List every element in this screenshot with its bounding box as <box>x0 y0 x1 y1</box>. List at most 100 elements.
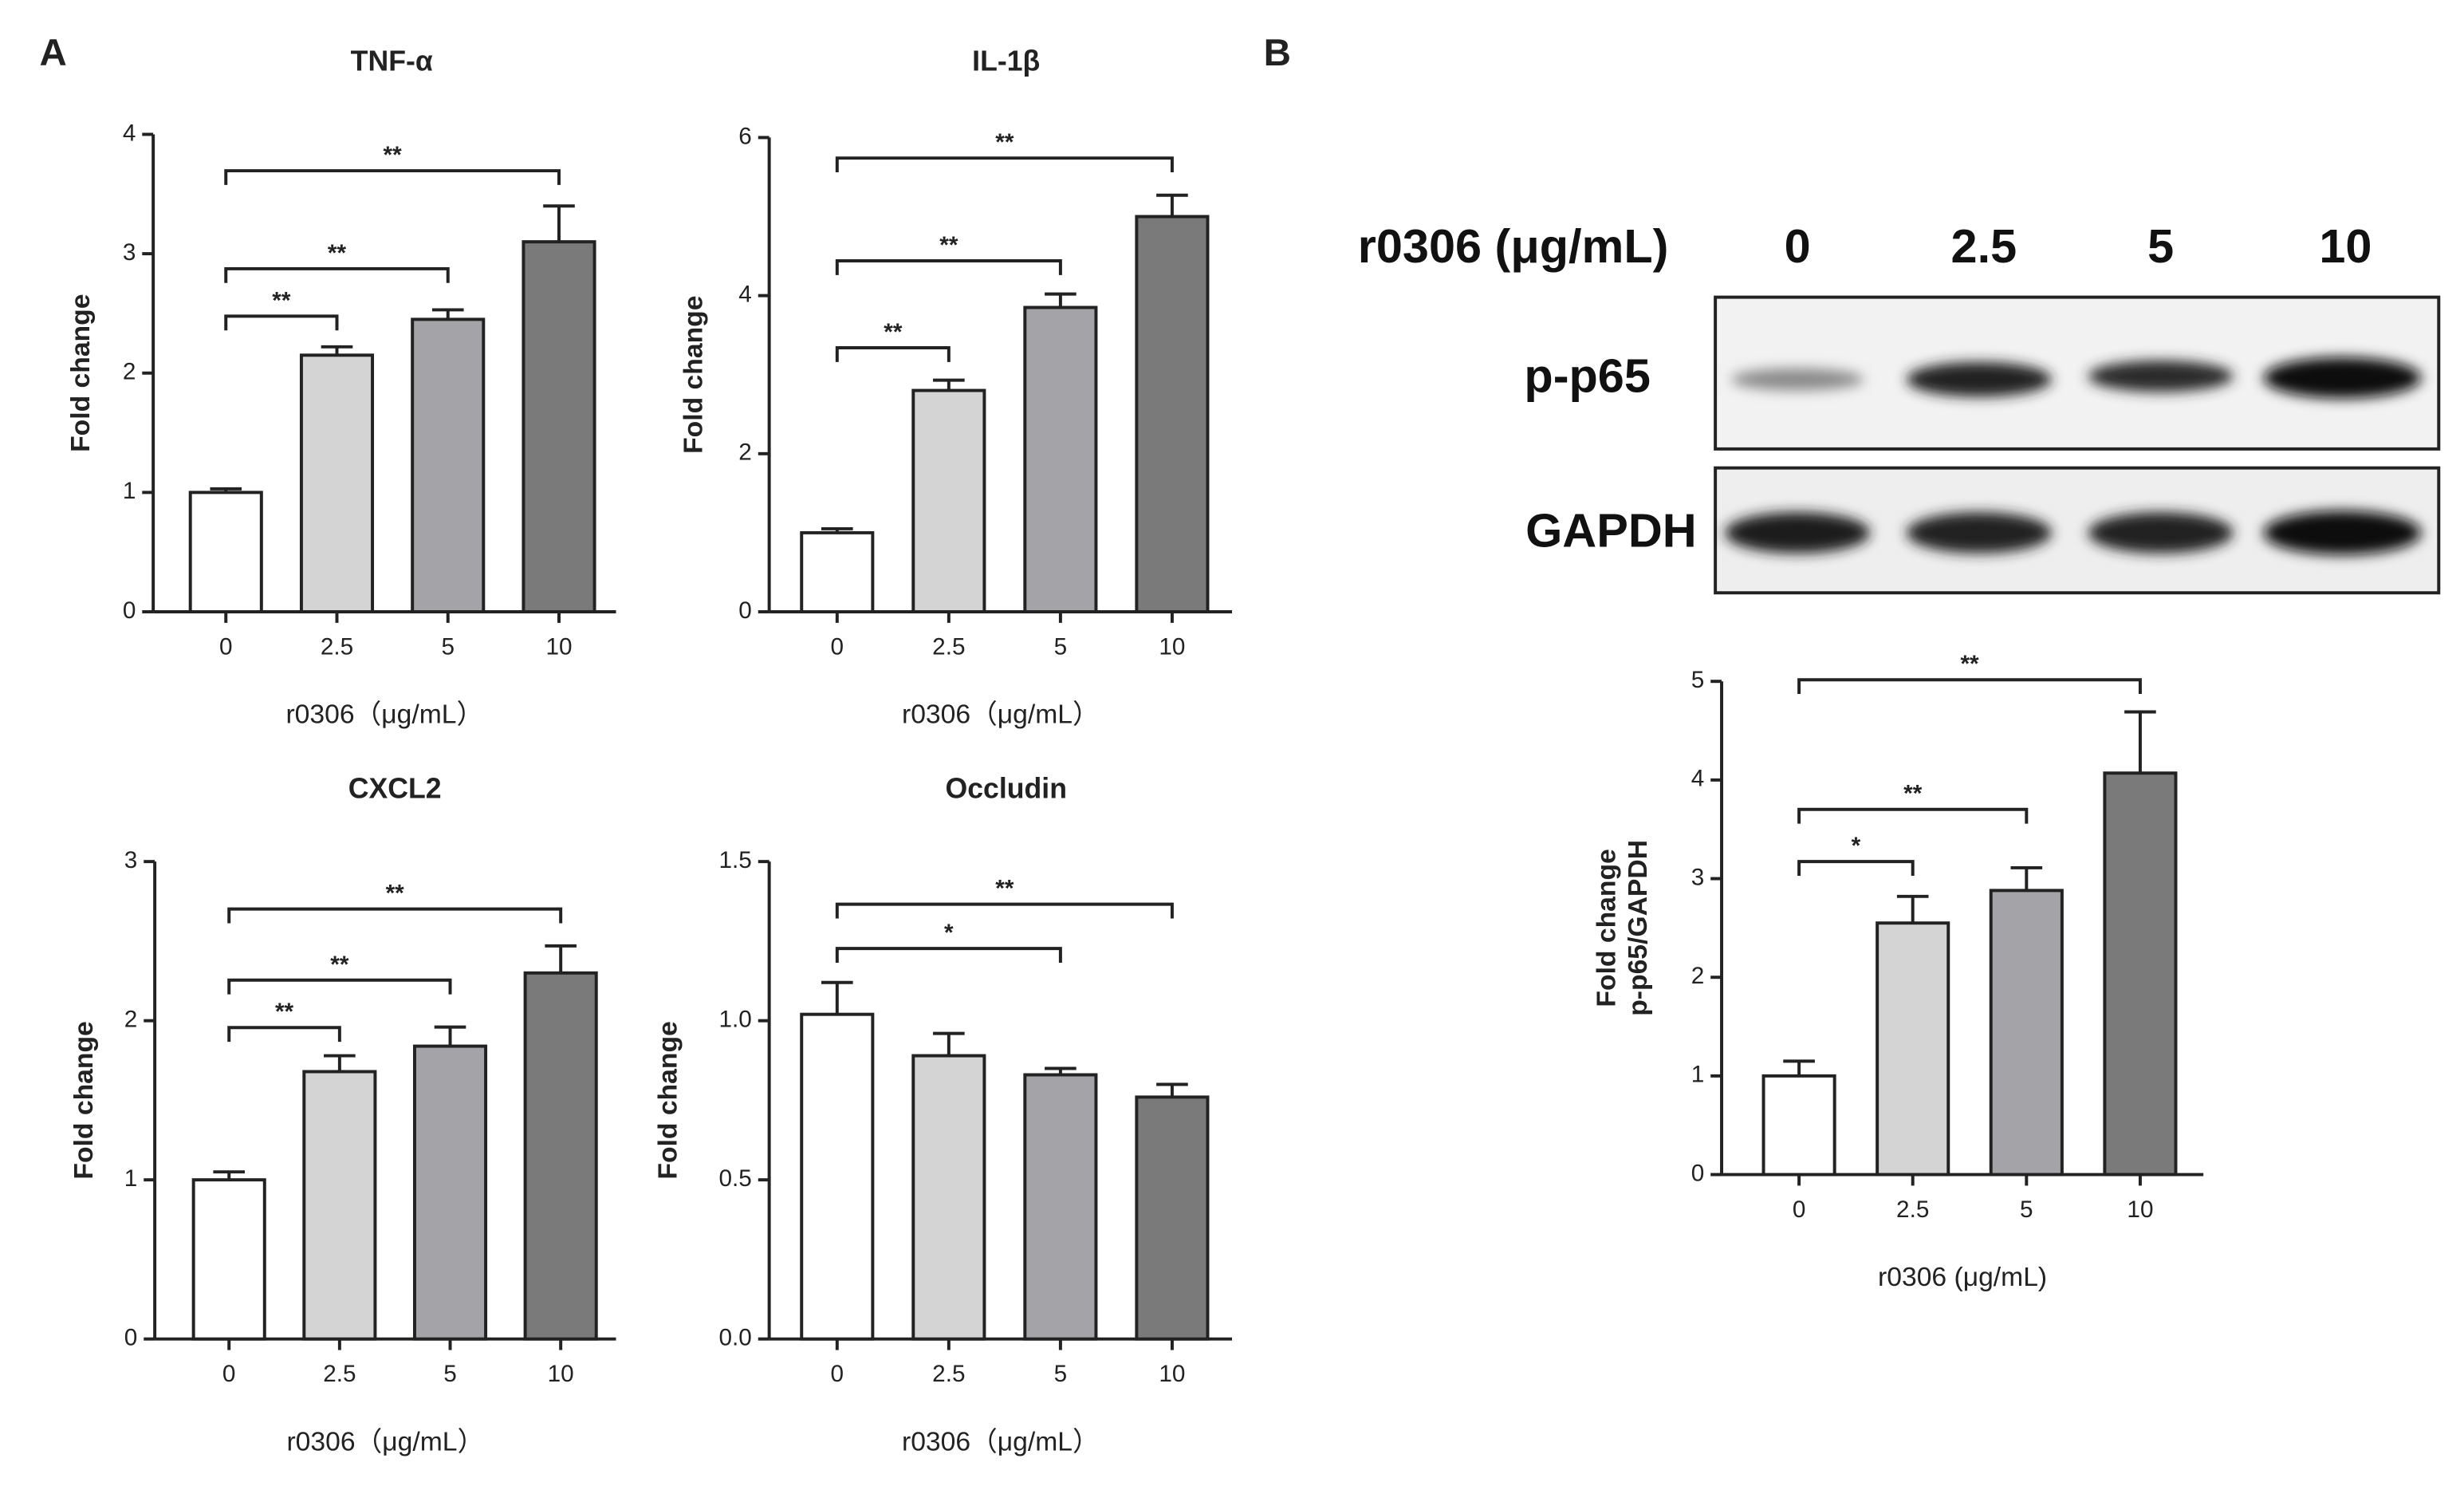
bar <box>911 1054 986 1341</box>
significance-bracket <box>835 346 951 362</box>
y-tick-label: 1.5 <box>719 847 752 873</box>
significance-bracket <box>835 947 1062 963</box>
significance-label: ** <box>1960 651 1979 677</box>
bar <box>1876 921 1950 1177</box>
significance-bracket <box>224 266 450 283</box>
x-tick-label: 10 <box>1159 1361 1185 1387</box>
bar <box>522 240 596 613</box>
x-tick-label: 2.5 <box>1896 1196 1929 1223</box>
row-label: GAPDH <box>1525 504 1697 558</box>
significance-label: ** <box>330 952 349 978</box>
y-tick-label: 2 <box>124 1006 138 1032</box>
chart: 0 1 2 3 4 5 Fold change p-p65/GAPDH 0 2.5 5 10 r0306… <box>1592 651 2204 1292</box>
y-tick-label: 0.0 <box>719 1325 752 1351</box>
y-tick-label: 4 <box>1691 766 1705 792</box>
panel-label: B <box>1264 32 1291 74</box>
chart-title: CXCL2 <box>348 772 442 804</box>
significance-label: ** <box>384 142 403 168</box>
significance-bracket <box>835 259 1062 275</box>
chart: IL-1β 0 2 4 6 Fold change 0 2.5 5 10 r0306（μg/mL） *… <box>679 45 1232 730</box>
y-tick-label: 4 <box>738 281 752 307</box>
significance-bracket <box>227 1026 341 1043</box>
chart-title: Occludin <box>945 772 1067 804</box>
bar <box>1135 1095 1210 1341</box>
bar <box>191 1178 266 1341</box>
significance-bracket <box>1797 860 1915 876</box>
significance-label: ** <box>995 876 1014 902</box>
chart-title: IL-1β <box>972 45 1040 77</box>
y-tick-label: 3 <box>1691 864 1705 890</box>
x-tick-label: 2.5 <box>321 633 353 660</box>
y-tick-label: 0.5 <box>719 1165 752 1192</box>
chart: CXCL2 0 1 2 3 Fold change 0 2.5 5 10 r0306（μg/mL） *… <box>69 772 616 1456</box>
significance-label: ** <box>275 999 294 1025</box>
significance-bracket <box>224 169 561 185</box>
x-tick-label: 0 <box>831 1361 844 1387</box>
row-label: p-p65 <box>1524 349 1650 402</box>
y-tick-label: 4 <box>123 120 136 146</box>
bands <box>1725 357 2422 555</box>
significance-bracket <box>1797 678 2142 695</box>
x-tick-label: 5 <box>1054 1361 1068 1387</box>
chart: Occludin 0.0 0.5 1.0 1.5 Fold change 0 2.5 5 10 r0… <box>654 772 1232 1456</box>
y-tick-label: 0 <box>738 597 752 624</box>
y-tick-label: 6 <box>738 123 752 149</box>
bar <box>411 317 486 613</box>
significance-label: ** <box>884 319 903 345</box>
y-axis-label: Fold change <box>679 296 708 454</box>
chart-title: TNF-α <box>351 45 433 77</box>
significance-label: ** <box>272 287 291 313</box>
bar <box>800 530 875 613</box>
significance-label: ** <box>328 240 347 266</box>
significance-bracket <box>224 314 339 331</box>
bar <box>1023 1073 1098 1341</box>
bar <box>299 353 375 613</box>
y-tick-label: 1 <box>124 1165 138 1192</box>
x-tick-label: 0 <box>1793 1196 1806 1223</box>
x-axis-label: r0306（μg/mL） <box>902 700 1100 730</box>
chart: TNF-α 0 1 2 3 4 Fold change 0 2.5 5 10 r0306（μg/mL）… <box>66 45 616 730</box>
x-tick-label: 10 <box>2127 1196 2153 1223</box>
x-tick-label: 0 <box>222 1361 236 1387</box>
significance-label: ** <box>995 129 1014 156</box>
western-blot: r0306 (μg/mL) 0 2.5 5 10 p-p65 GAPDH <box>1358 219 2441 595</box>
significance-bracket <box>227 907 563 924</box>
y-tick-label: 2 <box>1691 963 1705 989</box>
x-tick-label: 10 <box>1159 633 1185 660</box>
lane-label: 0 <box>1785 219 1811 273</box>
y-axis-label: p-p65/GAPDH <box>1624 840 1653 1016</box>
x-tick-label: 2.5 <box>932 633 965 660</box>
x-tick-label: 5 <box>441 633 455 660</box>
y-tick-label: 2 <box>123 359 136 385</box>
bar <box>2103 771 2178 1177</box>
significance-bracket <box>835 902 1174 919</box>
bar <box>1989 889 2064 1177</box>
x-tick-label: 10 <box>545 633 572 660</box>
bar <box>1761 1074 1836 1177</box>
significance-bracket <box>1797 807 2029 824</box>
bar <box>302 1070 377 1341</box>
x-tick-label: 0 <box>831 633 844 660</box>
bar <box>1135 215 1210 613</box>
x-tick-label: 0 <box>219 633 233 660</box>
significance-label: ** <box>1903 781 1923 807</box>
significance-label: * <box>1852 833 1861 859</box>
y-axis-label: Fold change <box>69 1021 99 1179</box>
x-axis-label: r0306 (μg/mL) <box>1878 1263 2047 1292</box>
significance-label: ** <box>386 881 405 907</box>
y-axis-label: Fold change <box>1592 849 1621 1007</box>
bar <box>412 1044 488 1341</box>
x-tick-label: 2.5 <box>932 1361 965 1387</box>
x-axis-label: r0306（μg/mL） <box>902 1426 1100 1456</box>
lane-label: 2.5 <box>1951 219 2017 273</box>
significance-label: * <box>944 920 954 946</box>
bar <box>523 971 598 1341</box>
x-tick-label: 2.5 <box>323 1361 356 1387</box>
significance-label: ** <box>939 232 958 258</box>
significance-bracket <box>227 978 452 995</box>
lane-label: 10 <box>2319 219 2372 273</box>
x-tick-label: 5 <box>1054 633 1068 660</box>
y-axis-label: Fold change <box>654 1021 683 1179</box>
